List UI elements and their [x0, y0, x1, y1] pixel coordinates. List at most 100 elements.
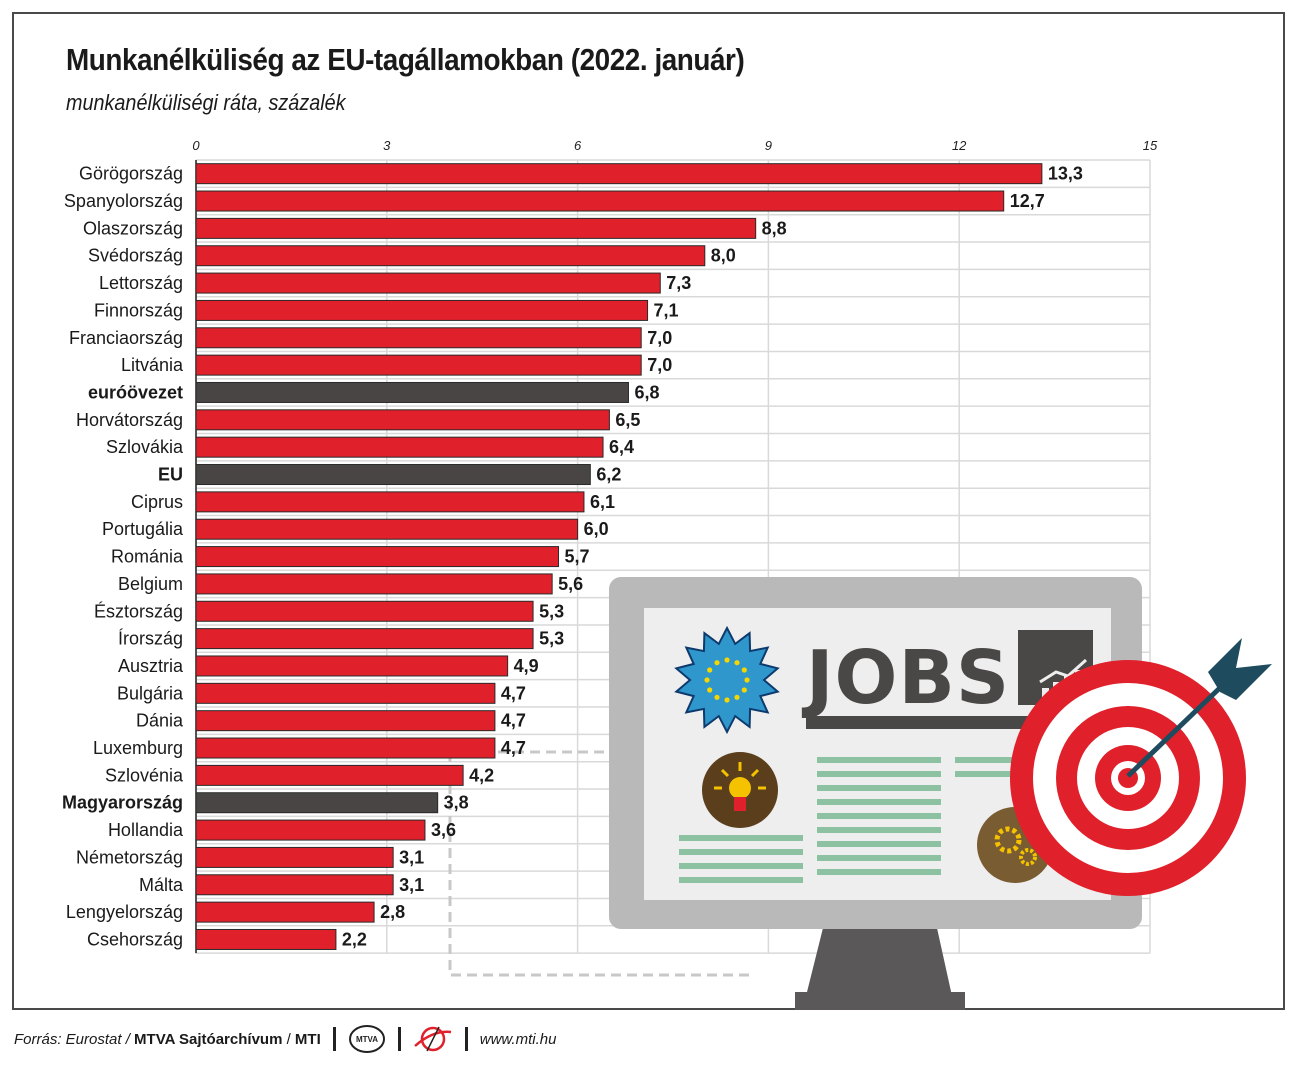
- source-slash: /: [286, 1030, 291, 1048]
- text-line: [817, 841, 941, 847]
- category-label: Lettország: [99, 273, 183, 293]
- bar: [195, 491, 585, 513]
- bar: [195, 163, 1043, 185]
- category-label: Spanyolország: [64, 191, 183, 211]
- category-label: Hollandia: [108, 820, 184, 840]
- jobs-illustration: JOBS: [448, 577, 1272, 1010]
- bar: [195, 272, 661, 294]
- eu-star-dot: [741, 667, 747, 673]
- category-label: Belgium: [118, 574, 183, 594]
- eu-star-dot: [714, 694, 720, 700]
- tick-label: 0: [192, 138, 200, 153]
- category-label: Portugália: [102, 519, 184, 539]
- bars-layer: Görögország 13,3 Spanyolország 12,7 Olaszors…: [62, 160, 1083, 954]
- eu-star-dot: [707, 667, 713, 673]
- value-label: 8,0: [711, 246, 736, 266]
- mtva-logo-text: MTVA: [356, 1035, 378, 1044]
- bar: [195, 436, 604, 458]
- bar: [195, 546, 560, 568]
- category-label: Finnország: [94, 300, 183, 320]
- value-label: 6,8: [634, 382, 659, 402]
- source-prefix: Forrás: Eurostat /: [14, 1030, 130, 1048]
- eu-badge-icon: [674, 625, 780, 735]
- lightbulb-rays: [714, 762, 766, 790]
- bar: [195, 764, 464, 786]
- bar: [195, 819, 426, 841]
- chart-title: Munkanélküliség az EU-tagállamokban (202…: [66, 42, 745, 77]
- text-line: [679, 849, 803, 855]
- source-mti: MTI: [294, 1030, 321, 1048]
- source-archive: MTVA Sajtóarchívum: [134, 1030, 283, 1048]
- value-label: 5,3: [539, 601, 564, 621]
- value-label: 6,5: [615, 410, 640, 430]
- footer-url[interactable]: www.mti.hu: [479, 1030, 557, 1048]
- value-label: 6,2: [596, 465, 621, 485]
- category-label: Dánia: [136, 711, 184, 731]
- text-line: [679, 877, 803, 883]
- value-label: 5,6: [558, 574, 583, 594]
- bar: [195, 846, 394, 868]
- eu-star-dot: [714, 660, 720, 666]
- text-line: [679, 835, 803, 841]
- footer-separator: [332, 1027, 336, 1051]
- footer: Forrás: Eurostat / MTVA Sajtóarchívum / …: [14, 1024, 556, 1054]
- value-label: 7,1: [654, 300, 679, 320]
- eu-star-dot: [704, 677, 710, 683]
- bar: [195, 409, 610, 431]
- bar: [195, 600, 534, 622]
- category-label: Szlovákia: [106, 437, 184, 457]
- value-label: 2,8: [380, 902, 405, 922]
- text-line: [679, 863, 803, 869]
- dart-fletching: [1208, 638, 1272, 700]
- monitor-stand: [806, 928, 952, 996]
- category-label: Luxemburg: [93, 738, 183, 758]
- category-label: Észtország: [94, 601, 183, 621]
- value-label: 4,2: [469, 765, 494, 785]
- tick-label: 6: [574, 138, 582, 153]
- lightbulb-glass: [729, 777, 751, 799]
- dashed-connector: [448, 750, 750, 977]
- gear-small: [1019, 848, 1037, 866]
- bar: [195, 901, 375, 923]
- bar: [195, 573, 553, 595]
- value-label: 4,7: [501, 738, 526, 758]
- category-label: Bulgária: [117, 683, 184, 703]
- text-line: [817, 785, 941, 791]
- eu-star-dot: [724, 657, 730, 663]
- footer-separator: [464, 1027, 468, 1051]
- category-label: Írország: [118, 629, 183, 649]
- tick-label: 9: [765, 138, 772, 153]
- tick-label: 12: [952, 138, 967, 153]
- bar: [195, 518, 579, 540]
- bar: [195, 299, 649, 321]
- category-label: Franciaország: [69, 328, 183, 348]
- bar: [195, 327, 642, 349]
- text-line: [817, 813, 941, 819]
- category-label: Olaszország: [83, 218, 183, 238]
- bar: [195, 354, 642, 376]
- value-label: 2,2: [342, 929, 367, 949]
- category-label: Ciprus: [131, 492, 183, 512]
- mtva-logo: MTVA: [348, 1024, 386, 1054]
- value-label: 4,7: [501, 711, 526, 731]
- category-label: Románia: [111, 547, 184, 567]
- bar: [195, 874, 394, 896]
- bar: [195, 928, 337, 950]
- bar: [195, 190, 1005, 212]
- bar: [195, 245, 706, 267]
- bar: [195, 682, 496, 704]
- lightbulb-base: [734, 797, 746, 811]
- value-label: 3,1: [399, 847, 424, 867]
- value-label: 13,3: [1048, 164, 1083, 184]
- chart-arrow-line: [1039, 658, 1087, 684]
- bar: [195, 217, 757, 239]
- value-label: 6,0: [584, 519, 609, 539]
- value-label: 4,9: [514, 656, 539, 676]
- mti-logo-icon: [413, 1024, 453, 1054]
- text-line: [817, 855, 941, 861]
- category-label: Lengyelország: [66, 902, 183, 922]
- jobs-heading: JOBS: [801, 635, 1010, 721]
- value-label: 6,4: [609, 437, 634, 457]
- value-label: 7,0: [647, 355, 672, 375]
